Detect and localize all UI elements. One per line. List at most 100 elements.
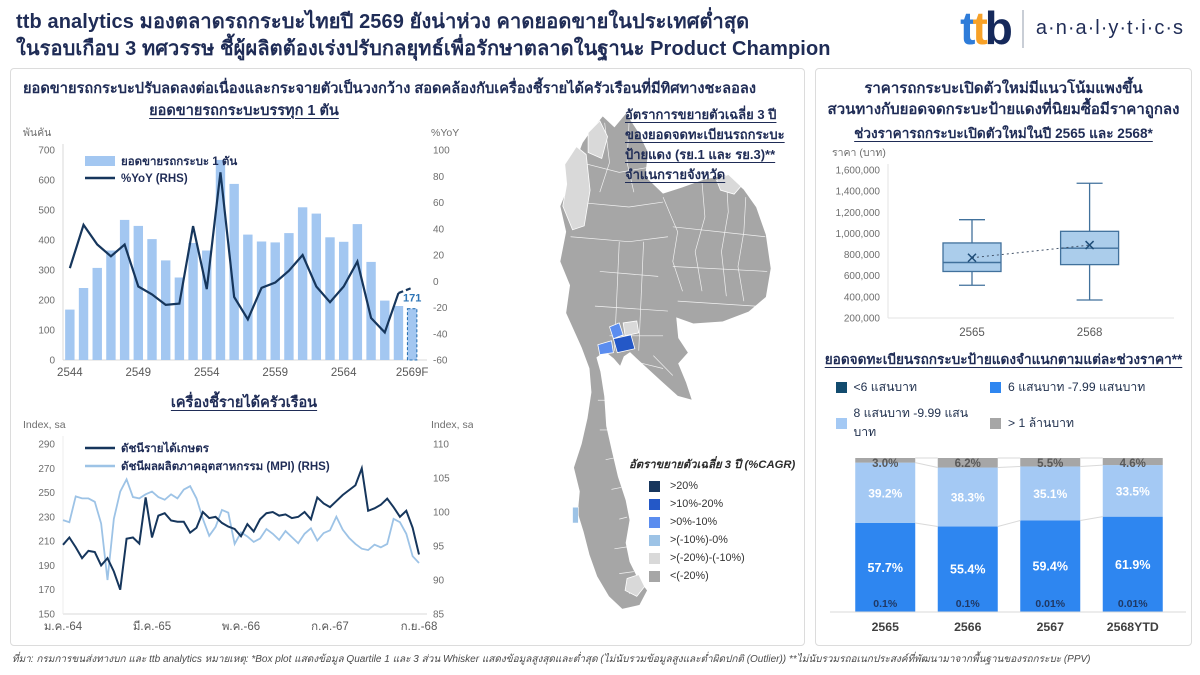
legend-swatch — [649, 570, 660, 582]
price-panel-heading: ราคารถกระบะเปิดตัวใหม่มีแนวโน้มแพงขึ้น ส… — [816, 78, 1191, 120]
page-title-line2: ในรอบเกือบ 3 ทศวรรษ ชี้ผู้ผลิตต้องเร่งปร… — [16, 38, 831, 61]
svg-text:200: 200 — [38, 296, 55, 307]
svg-text:1,000,000: 1,000,000 — [835, 229, 880, 240]
map-legend-item: >0%-10% — [649, 516, 801, 528]
svg-text:110: 110 — [433, 440, 449, 451]
map-region-northwest — [562, 146, 591, 231]
svg-text:Index, sa: Index, sa — [431, 419, 473, 431]
map-region-ayutthaya — [622, 320, 640, 337]
stacked-legend-item: 8 แสนบาท -9.99 แสนบาท — [835, 404, 991, 442]
svg-text:800,000: 800,000 — [843, 250, 880, 261]
svg-text:มี.ค.-65: มี.ค.-65 — [133, 620, 171, 633]
svg-text:60: 60 — [433, 198, 445, 209]
household-income-chart-block: เครื่องชี้รายได้ครัวเรือน Index, sa Index… — [15, 391, 475, 651]
svg-text:700: 700 — [38, 146, 55, 157]
svg-text:38.3%: 38.3% — [950, 491, 984, 505]
legend-swatch — [649, 480, 660, 492]
price-panel-heading-line2: สวนทางกับยอดจดกระบะป้ายแดงที่นิยมซื้อมีร… — [827, 101, 1180, 118]
svg-text:1,200,000: 1,200,000 — [835, 208, 880, 219]
sales-and-map-panel: ยอดขายรถกระบะปรับลดลงต่อเนื่องและกระจายต… — [10, 68, 805, 646]
svg-text:1,600,000: 1,600,000 — [835, 166, 880, 177]
svg-text:-20: -20 — [433, 303, 448, 314]
map-region-northeast-top — [716, 173, 742, 195]
source-footnote: ที่มา: กรมการขนส่งทางบก และ ttb analytic… — [12, 654, 1091, 665]
pickup-sales-chart-title: ยอดขายรถกระบะบรรทุก 1 ตัน — [149, 103, 339, 119]
svg-text:%YoY: %YoY — [431, 127, 459, 139]
svg-text:55.4%: 55.4% — [950, 563, 985, 577]
svg-text:ดัชนีรายได้เกษตร: ดัชนีรายได้เกษตร — [121, 441, 210, 455]
svg-text:33.5%: 33.5% — [1115, 484, 1149, 498]
svg-text:2554: 2554 — [194, 367, 220, 379]
svg-text:100: 100 — [433, 146, 450, 157]
page-title-line1: ttb analytics มองตลาดรถกระบะไทยปี 2569 ย… — [16, 11, 750, 33]
price-panel-heading-line1: ราคารถกระบะเปิดตัวใหม่มีแนวโน้มแพงขึ้น — [864, 80, 1143, 97]
left-panel-heading: ยอดขายรถกระบะปรับลดลงต่อเนื่องและกระจายต… — [23, 81, 756, 97]
svg-text:210: 210 — [38, 537, 55, 548]
svg-text:80: 80 — [433, 172, 445, 183]
map-legend: อัตราขยายตัวเฉลี่ย 3 ปี (%CAGR) >20% >10… — [629, 455, 801, 588]
svg-text:400,000: 400,000 — [843, 292, 880, 303]
svg-text:พันคัน: พันคัน — [23, 127, 51, 139]
stacked-chart-title: ยอดจดทะเบียนรถกระบะป้ายแดงจำแนกตามแต่ละช… — [824, 352, 1183, 367]
svg-text:2565: 2565 — [871, 620, 899, 634]
svg-text:230: 230 — [38, 512, 55, 523]
svg-text:2565: 2565 — [959, 327, 985, 339]
ttb-analytics-logo: ttb a·n·a·l·y·t·i·c·s — [960, 5, 1184, 51]
svg-text:ดัชนีผลผลิตภาคอุตสาหกรรม (MPI): ดัชนีผลผลิตภาคอุตสาหกรรม (MPI) (RHS) — [121, 460, 330, 474]
svg-text:พ.ค.-66: พ.ค.-66 — [222, 621, 260, 633]
price-range-boxplot: ราคา (บาท) 200,000 400,000 600,000 800,000 1,… — [832, 147, 1174, 339]
thailand-choropleth-map — [559, 112, 772, 610]
map-annotation-line: ป้ายแดง (รย.1 และ รย.3)** — [625, 147, 776, 163]
logo-analytics-text: a·n·a·l·y·t·i·c·s — [1035, 17, 1184, 40]
svg-text:0.1%: 0.1% — [873, 598, 898, 610]
map-annotation-line: อัตราการขยายตัวเฉลี่ย 3 ปี — [625, 107, 777, 122]
svg-text:100: 100 — [38, 326, 55, 337]
legend-swatch — [649, 534, 660, 546]
legend-swatch — [649, 498, 660, 510]
svg-text:6.2%: 6.2% — [954, 458, 980, 470]
svg-text:2549: 2549 — [126, 367, 152, 379]
svg-text:-40: -40 — [433, 329, 448, 340]
svg-text:300: 300 — [38, 266, 55, 277]
price-mix-stacked-bar-chart: 0.1% 57.7% 39.2% 3.0% 2565 0.1% 55.4% 38.3% 6.2%… — [829, 457, 1186, 634]
svg-text:2544: 2544 — [57, 367, 83, 379]
svg-text:600: 600 — [38, 176, 55, 187]
price-panel: ราคารถกระบะเปิดตัวใหม่มีแนวโน้มแพงขึ้น ส… — [815, 68, 1192, 646]
pickup-sales-chart-block: ยอดขายรถกระบะบรรทุก 1 ตัน พันคัน %YoY 0 100… — [15, 99, 475, 395]
svg-text:61.9%: 61.9% — [1115, 558, 1150, 572]
svg-text:2567: 2567 — [1036, 620, 1064, 634]
map-legend-item: >20% — [649, 480, 801, 492]
province-border-lines — [570, 122, 768, 594]
map-region-deep-south — [624, 574, 646, 597]
svg-text:3.0%: 3.0% — [872, 458, 898, 470]
map-annotation-line: ของยอดจดทะเบียนรถกระบะ — [625, 127, 785, 143]
map-legend-item: >(-20%)-(-10%) — [649, 552, 801, 564]
map-legend-item: >10%-20% — [649, 498, 801, 510]
svg-text:ราคา (บาท): ราคา (บาท) — [832, 147, 886, 159]
svg-text:0: 0 — [433, 277, 439, 288]
map-annotation: อัตราการขยายตัวเฉลี่ย 3 ปี ของยอดจดทะเบี… — [625, 105, 801, 186]
svg-text:59.4%: 59.4% — [1032, 560, 1067, 574]
svg-text:2568YTD: 2568YTD — [1106, 620, 1158, 634]
map-legend-title: อัตราขยายตัวเฉลี่ย 3 ปี (%CAGR) — [629, 459, 796, 471]
map-legend-item: <(-20%) — [649, 570, 801, 582]
svg-text:90: 90 — [433, 576, 445, 587]
household-income-chart: Index, sa Index, sa 150 170 190 210 230 250 270 2… — [23, 419, 474, 633]
svg-text:200,000: 200,000 — [843, 314, 880, 325]
map-legend-item: >(-10%)-0% — [649, 534, 801, 546]
thailand-map-block: อัตราการขยายตัวเฉลี่ย 3 ปี ของยอดจดทะเบี… — [479, 99, 803, 644]
svg-text:5.5%: 5.5% — [1037, 458, 1063, 470]
svg-text:95: 95 — [433, 542, 445, 553]
legend-swatch — [649, 552, 660, 564]
logo-divider — [1021, 9, 1024, 48]
svg-text:270: 270 — [38, 464, 55, 475]
map-region-north-top — [587, 120, 609, 160]
map-region-samut-sakhon — [597, 340, 614, 356]
svg-text:0: 0 — [49, 356, 55, 367]
svg-text:35.1%: 35.1% — [1033, 487, 1067, 501]
svg-text:ม.ค.-64: ม.ค.-64 — [44, 621, 83, 633]
svg-text:0.1%: 0.1% — [955, 598, 980, 610]
svg-text:100: 100 — [433, 508, 450, 519]
map-region-phuket — [572, 506, 579, 524]
